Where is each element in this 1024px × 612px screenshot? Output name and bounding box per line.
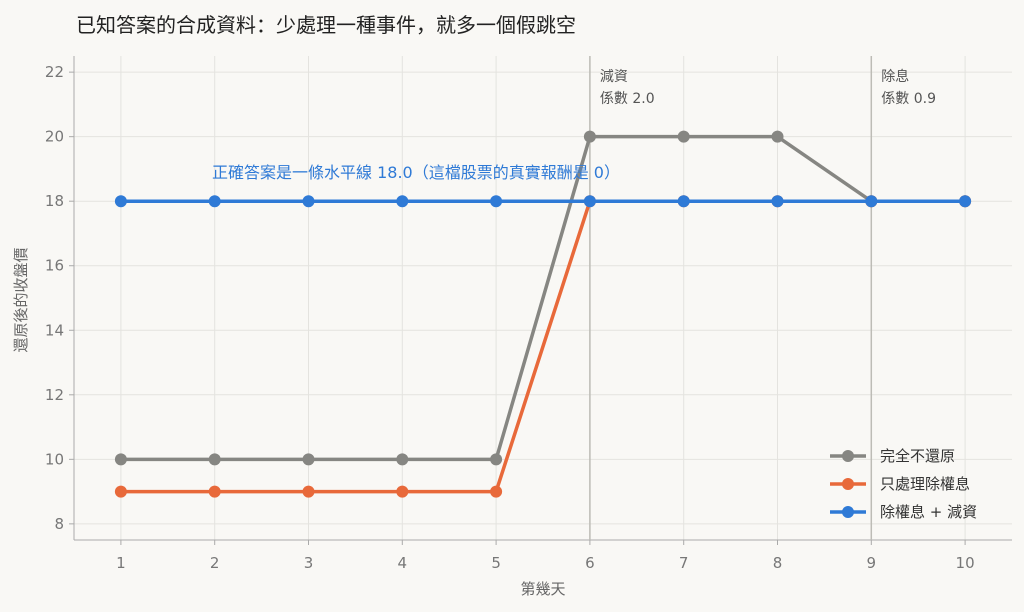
data-point (302, 195, 315, 208)
data-point (583, 195, 596, 208)
legend-label: 只處理除權息 (880, 475, 970, 493)
y-tick-label: 12 (45, 386, 64, 404)
x-tick-label: 3 (304, 554, 314, 572)
series (114, 195, 972, 498)
data-point (302, 453, 315, 466)
series-line (119, 199, 967, 494)
chart-title: 已知答案的合成資料：少處理一種事件，就多一個假跳空 (76, 13, 576, 37)
data-point (114, 195, 127, 208)
y-tick-label: 18 (45, 192, 64, 210)
data-point (771, 130, 784, 143)
series (114, 195, 972, 208)
x-tick-label: 10 (956, 554, 975, 572)
x-tick-label: 7 (679, 554, 689, 572)
data-point (396, 485, 409, 498)
data-point (114, 485, 127, 498)
data-point (677, 195, 690, 208)
annotation-text: 正確答案是一條水平線 18.0（這檔股票的真實報酬是 0） (212, 163, 620, 182)
data-point (302, 485, 315, 498)
y-tick-label: 14 (45, 321, 64, 339)
data-point (208, 485, 221, 498)
data-point (771, 195, 784, 208)
x-tick-label: 5 (491, 554, 501, 572)
data-point (490, 485, 503, 498)
legend-marker (842, 478, 854, 490)
data-point (865, 195, 878, 208)
y-tick-label: 8 (54, 515, 64, 533)
y-axis-label: 還原後的收盤價 (12, 247, 30, 352)
x-tick-label: 4 (398, 554, 408, 572)
data-point (677, 130, 690, 143)
data-point (208, 453, 221, 466)
x-tick-label: 8 (773, 554, 783, 572)
y-tick-label: 22 (45, 63, 64, 81)
data-point (490, 195, 503, 208)
data-point (396, 195, 409, 208)
data-point (959, 195, 972, 208)
axes (69, 56, 1012, 545)
x-tick-label: 6 (585, 554, 595, 572)
data-point (583, 130, 596, 143)
legend-marker (842, 506, 854, 518)
legend-label: 除權息 + 減資 (880, 503, 977, 521)
data-point (114, 453, 127, 466)
data-point (490, 453, 503, 466)
data-point (396, 453, 409, 466)
series-line (119, 134, 967, 462)
event-coefficient-label: 係數 0.9 (881, 91, 936, 107)
y-tick-label: 10 (45, 450, 64, 468)
y-tick-label: 16 (45, 257, 64, 275)
legend-label: 完全不還原 (880, 447, 955, 465)
y-tick-label: 20 (45, 128, 64, 146)
event-coefficient-label: 係數 2.0 (600, 91, 655, 107)
data-point (208, 195, 221, 208)
event-label: 減資 (600, 68, 628, 85)
series-group (114, 130, 972, 498)
x-tick-label: 1 (116, 554, 126, 572)
event-label: 除息 (881, 68, 909, 85)
legend-marker (842, 450, 854, 462)
x-axis-label: 第幾天 (520, 580, 565, 598)
x-tick-label: 9 (867, 554, 877, 572)
x-tick-label: 2 (210, 554, 220, 572)
